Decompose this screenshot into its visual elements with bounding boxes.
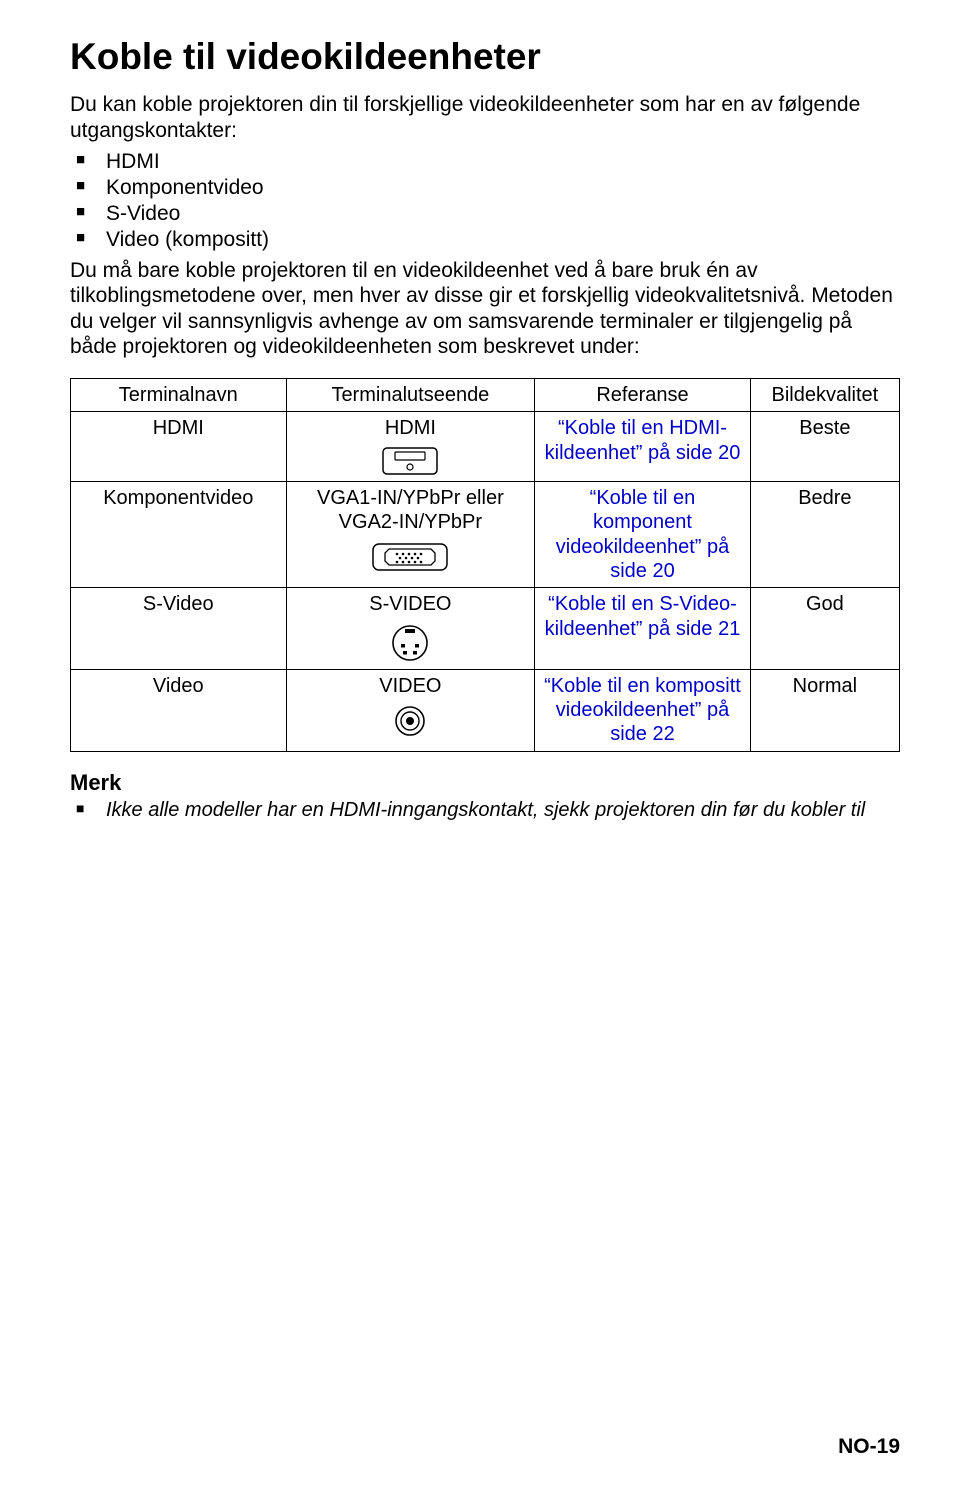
quality-cell: Normal — [750, 669, 899, 751]
reference-link[interactable]: “Koble til en kompositt videokildeenhet”… — [544, 675, 741, 746]
table-header-row: Terminalnavn Terminalutseende Referanse … — [71, 378, 900, 411]
reference-cell: “Koble til en S-Video-kildeenhet” på sid… — [535, 588, 751, 669]
note-heading: Merk — [70, 770, 900, 796]
quality-cell: Beste — [750, 412, 899, 481]
terminal-appearance-cell: HDMI — [286, 412, 535, 481]
svideo-icon — [390, 623, 430, 663]
list-item: HDMI — [70, 149, 900, 175]
terminal-name-cell: Video — [71, 669, 287, 751]
description-paragraph: Du må bare koble projektoren til en vide… — [70, 258, 900, 360]
rca-icon — [393, 704, 427, 738]
table-row: HDMI HDMI “Koble til en HDMI-kildeenhet”… — [71, 412, 900, 481]
reference-link[interactable]: “Koble til en HDMI-kildeenhet” på side 2… — [545, 417, 741, 463]
appearance-label: S-VIDEO — [369, 592, 451, 616]
quality-cell: God — [750, 588, 899, 669]
list-item: S-Video — [70, 201, 900, 227]
terminal-name-cell: S-Video — [71, 588, 287, 669]
terminal-appearance-cell: VGA1-IN/YPbPr eller VGA2-IN/YPbPr — [286, 481, 535, 588]
terminal-appearance-cell: VIDEO — [286, 669, 535, 751]
table-row: Video VIDEO “Koble til en kompositt vide… — [71, 669, 900, 751]
col-terminal-appearance: Terminalutseende — [286, 378, 535, 411]
col-terminal-name: Terminalnavn — [71, 378, 287, 411]
note-list: Ikke alle modeller har en HDMI-inngangsk… — [70, 798, 900, 823]
reference-cell: “Koble til en kompositt videokildeenhet”… — [535, 669, 751, 751]
list-item: Video (kompositt) — [70, 227, 900, 253]
note-item: Ikke alle modeller har en HDMI-inngangsk… — [70, 798, 900, 823]
col-quality: Bildekvalitet — [750, 378, 899, 411]
output-contacts-list: HDMI Komponentvideo S-Video Video (kompo… — [70, 149, 900, 254]
terminal-name-cell: HDMI — [71, 412, 287, 481]
terminal-name-cell: Komponentvideo — [71, 481, 287, 588]
reference-cell: “Koble til en HDMI-kildeenhet” på side 2… — [535, 412, 751, 481]
intro-paragraph: Du kan koble projektoren din til forskje… — [70, 92, 900, 145]
reference-cell: “Koble til en komponent videokildeenhet”… — [535, 481, 751, 588]
reference-link[interactable]: “Koble til en komponent videokildeenhet”… — [556, 487, 729, 582]
col-reference: Referanse — [535, 378, 751, 411]
page-number: NO-19 — [838, 1435, 900, 1459]
appearance-label: VIDEO — [379, 674, 441, 698]
list-item: Komponentvideo — [70, 175, 900, 201]
vga-icon — [371, 541, 449, 573]
hdmi-icon — [382, 447, 438, 475]
reference-link[interactable]: “Koble til en S-Video-kildeenhet” på sid… — [545, 593, 741, 639]
appearance-label: VGA1-IN/YPbPr eller VGA2-IN/YPbPr — [293, 486, 529, 535]
connection-table: Terminalnavn Terminalutseende Referanse … — [70, 378, 900, 752]
quality-cell: Bedre — [750, 481, 899, 588]
terminal-appearance-cell: S-VIDEO — [286, 588, 535, 669]
appearance-label: HDMI — [385, 416, 436, 440]
table-row: Komponentvideo VGA1-IN/YPbPr eller VGA2-… — [71, 481, 900, 588]
table-row: S-Video S-VIDEO — [71, 588, 900, 669]
page-title: Koble til videokildeenheter — [70, 36, 900, 78]
